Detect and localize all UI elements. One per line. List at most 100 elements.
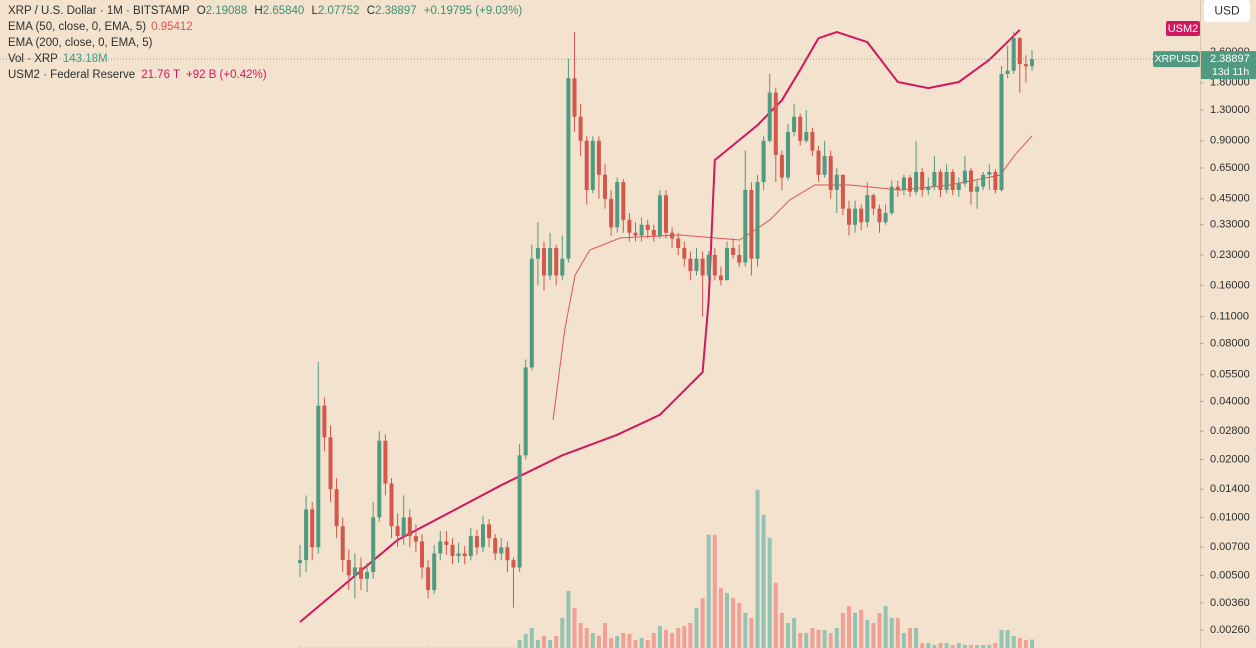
volume-bar: [871, 622, 876, 648]
indicator-value: 143.18M: [63, 53, 108, 65]
candle-body: [987, 171, 992, 175]
candle-body: [487, 524, 492, 539]
candle-body: [468, 536, 473, 557]
candle-body: [798, 116, 803, 141]
candle-body: [956, 183, 961, 190]
candle-body: [377, 440, 382, 518]
candle-layer: [298, 32, 1034, 608]
volume-bar: [779, 612, 784, 648]
candle-body: [706, 254, 711, 276]
candle-body: [816, 150, 821, 175]
candle-body: [456, 553, 461, 557]
currency[interactable]: USD: [1214, 4, 1240, 18]
legend-line: EMA (50, close, 0, EMA, 5) 0.95412: [8, 21, 193, 33]
candle-body: [651, 229, 656, 236]
candle-body: [810, 131, 815, 151]
volume-bar: [645, 639, 650, 648]
volume-bar: [682, 625, 687, 648]
candle-body: [859, 208, 864, 223]
candle-body: [920, 171, 925, 190]
indicator-change: +92 B (+0.42%): [186, 69, 267, 81]
candle-body: [359, 567, 363, 579]
indicator-value: 21.76 T: [141, 69, 180, 81]
volume-bar: [523, 633, 528, 648]
candle-body: [304, 509, 309, 561]
volume-bar: [670, 632, 675, 648]
candle-body: [914, 171, 919, 192]
volume-bar: [584, 627, 589, 648]
candle-body: [682, 247, 687, 259]
candle-body: [938, 171, 943, 190]
candle-body: [926, 186, 931, 190]
y-tick-label: 0.02000: [1210, 453, 1250, 465]
indicator-line: [552, 135, 1033, 421]
volume-bar: [688, 622, 693, 648]
candle-body: [621, 182, 626, 220]
volume-bar: [773, 582, 778, 648]
candle-body: [786, 131, 790, 178]
volume-bar: [914, 627, 919, 648]
candle-body: [694, 258, 699, 271]
candle-body: [438, 541, 443, 554]
candle-body: [981, 174, 986, 187]
volume-bar: [889, 617, 894, 648]
volume-bar: [932, 644, 937, 648]
candle-body: [365, 572, 370, 579]
volume-bar: [828, 632, 833, 648]
candle-body: [511, 560, 516, 568]
volume-bar: [737, 602, 742, 648]
price-box: [1201, 51, 1256, 80]
legend-line: XRP / U.S. Dollar · 1M · BITSTAMP O2.190…: [8, 5, 522, 17]
volume-bar: [609, 637, 614, 648]
candle-body: [932, 171, 937, 187]
volume-bar: [1030, 639, 1034, 648]
ohlc-value: 2.65840: [263, 5, 305, 17]
candle-body: [523, 367, 528, 456]
volume-bar: [877, 612, 882, 648]
candle-body: [877, 208, 882, 223]
candle-body: [871, 195, 876, 209]
ohlc-key: L: [312, 5, 319, 17]
y-tick-label: 0.11000: [1210, 311, 1249, 323]
candle-body: [840, 174, 845, 209]
candle-body: [609, 198, 614, 228]
candle-body: [1023, 64, 1028, 67]
volume-bar: [1011, 635, 1016, 648]
volume-bar: [999, 629, 1004, 648]
candle-body: [505, 547, 510, 561]
candle-body: [761, 140, 766, 183]
candle-body: [944, 171, 949, 190]
volume-bar: [950, 644, 955, 648]
volume-bar: [590, 632, 595, 648]
indicator-name: EMA (50, close, 0, EMA, 5): [8, 21, 146, 33]
candle-body: [847, 208, 851, 225]
volume-bar: [840, 612, 845, 648]
volume-bar: [676, 627, 681, 648]
volume-bar: [981, 644, 986, 648]
candle-body: [688, 258, 693, 271]
candle-body: [389, 483, 394, 527]
y-tick-label: 0.00500: [1210, 569, 1250, 581]
candle-body: [596, 140, 601, 175]
candle-body: [462, 553, 467, 557]
volume-bar: [517, 639, 522, 648]
candle-body: [334, 489, 339, 527]
candle-body: [969, 170, 973, 192]
candle-body: [493, 538, 498, 554]
candle-body: [542, 247, 546, 276]
volume-bar: [535, 639, 540, 648]
volume-bar: [725, 592, 729, 648]
candle-body: [371, 517, 376, 573]
symbol-title: XRP / U.S. Dollar · 1M · BITSTAMP: [8, 5, 190, 17]
y-tick-label: 0.01000: [1210, 511, 1250, 523]
volume-bar: [822, 629, 827, 648]
y-tick-label: 0.23000: [1210, 249, 1250, 261]
candle-body: [792, 116, 797, 132]
candle-body: [432, 553, 437, 590]
candle-body: [664, 195, 668, 233]
candle-body: [615, 182, 620, 228]
volume-bar: [834, 627, 839, 648]
legend: XRP / U.S. Dollar · 1M · BITSTAMP O2.190…: [8, 5, 522, 81]
currency-button[interactable]: [1204, 0, 1250, 22]
